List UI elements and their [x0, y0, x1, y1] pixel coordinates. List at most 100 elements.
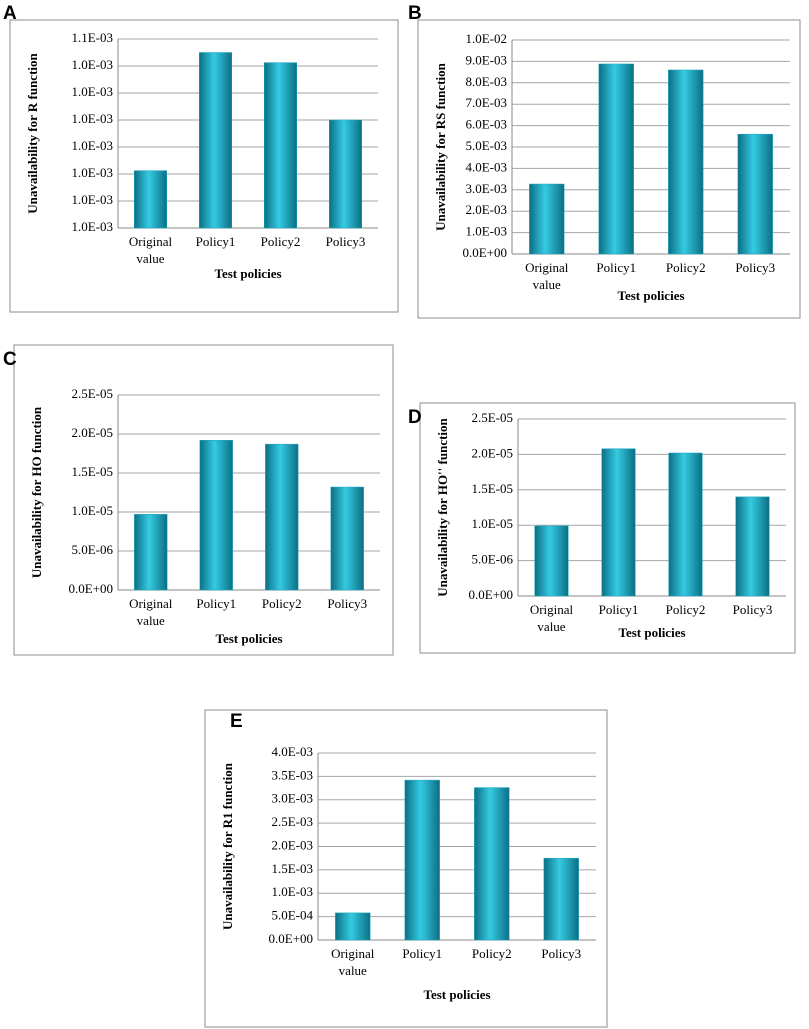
y-tick-label: 5.0E-06: [71, 542, 113, 557]
y-tick-label: 1.5E-03: [271, 861, 313, 876]
y-tick-label: 7.0E-03: [465, 95, 507, 110]
y-tick-label: 8.0E-03: [465, 74, 507, 89]
x-axis-label: Test policies: [215, 631, 282, 646]
x-tick-label: Policy3: [326, 234, 366, 249]
y-tick-label: 1.0E-03: [71, 165, 113, 180]
bar: [737, 133, 773, 255]
y-tick-label: 1.0E-03: [71, 57, 113, 72]
panel-frame: [204, 709, 608, 1028]
y-tick-label: 1.5E-05: [471, 481, 513, 496]
bar: [199, 439, 233, 591]
bar: [668, 69, 704, 255]
y-tick-label: 2.0E-05: [471, 445, 513, 460]
y-tick-label: 1.0E-02: [465, 31, 507, 46]
y-tick-label: 1.0E-03: [71, 219, 113, 234]
y-tick-label: 4.0E-03: [271, 744, 313, 759]
x-tick-label: Original value: [530, 602, 574, 634]
y-tick-label: 1.0E-05: [471, 516, 513, 531]
x-tick-label: Policy2: [261, 234, 301, 249]
y-tick-label: 1.0E-03: [465, 224, 507, 239]
bar: [404, 779, 440, 941]
y-tick-label: 1.0E-03: [71, 192, 113, 207]
y-tick-label: 3.5E-03: [271, 767, 313, 782]
panel-frame: [13, 344, 394, 656]
bar: [529, 183, 565, 255]
bar: [668, 452, 703, 597]
y-tick-label: 1.0E-03: [71, 84, 113, 99]
bar: [330, 486, 364, 591]
bar: [474, 787, 510, 941]
y-tick-label: 0.0E+00: [468, 587, 513, 602]
y-tick-label: 3.0E-03: [271, 791, 313, 806]
y-tick-label: 5.0E-06: [471, 552, 513, 567]
x-tick-label: Policy2: [666, 602, 706, 617]
x-tick-label: Policy2: [666, 260, 706, 275]
y-tick-label: 3.0E-03: [465, 181, 507, 196]
panel-label: A: [3, 3, 17, 24]
x-tick-label: Original value: [129, 234, 173, 266]
y-tick-label: 1.0E-05: [71, 503, 113, 518]
y-tick-label: 0.0E+00: [68, 581, 113, 596]
x-axis-label: Test policies: [214, 266, 281, 281]
bar: [199, 52, 232, 229]
y-tick-label: 1.0E-03: [271, 884, 313, 899]
y-tick-label: 1.5E-05: [71, 464, 113, 479]
y-tick-label: 1.0E-03: [71, 138, 113, 153]
x-tick-label: Policy3: [541, 946, 581, 961]
bar: [264, 62, 297, 229]
y-tick-label: 2.5E-05: [471, 410, 513, 425]
x-axis-label: Test policies: [618, 625, 685, 640]
y-tick-label: 1.1E-03: [71, 30, 113, 45]
bar: [598, 63, 634, 255]
y-axis-label: Unavailability for HO'' function: [435, 417, 450, 596]
y-tick-label: 5.0E-03: [465, 138, 507, 153]
panel-label: E: [230, 711, 243, 732]
bar: [601, 448, 636, 597]
y-tick-label: 1.0E-03: [71, 111, 113, 126]
x-axis-label: Test policies: [617, 288, 684, 303]
y-tick-label: 2.5E-05: [71, 386, 113, 401]
bar: [735, 496, 770, 597]
panel-label: B: [408, 3, 422, 24]
x-tick-label: Policy1: [196, 234, 236, 249]
panel-label: D: [408, 407, 422, 428]
y-tick-label: 9.0E-03: [465, 52, 507, 67]
bar: [534, 525, 569, 597]
x-tick-label: Original value: [129, 596, 173, 628]
x-tick-label: Policy3: [735, 260, 775, 275]
bar: [329, 119, 362, 229]
panel-label: C: [3, 349, 17, 370]
x-tick-label: Original value: [331, 946, 375, 978]
x-tick-label: Policy3: [733, 602, 773, 617]
y-tick-label: 2.0E-05: [71, 425, 113, 440]
y-tick-label: 6.0E-03: [465, 117, 507, 132]
y-tick-label: 5.0E-04: [271, 908, 313, 923]
bar: [543, 857, 579, 941]
bar: [265, 443, 299, 591]
bar: [335, 912, 371, 941]
y-axis-label: Unavailability for RS function: [433, 62, 448, 230]
x-tick-label: Policy2: [262, 596, 302, 611]
y-axis-label: Unavailability for HO function: [29, 406, 44, 578]
x-tick-label: Policy1: [402, 946, 442, 961]
x-tick-label: Policy1: [599, 602, 639, 617]
y-axis-label: Unavailability for R function: [25, 52, 40, 213]
bar: [134, 514, 168, 591]
y-tick-label: 0.0E+00: [268, 931, 313, 946]
x-tick-label: Policy1: [596, 260, 636, 275]
x-axis-label: Test policies: [423, 987, 490, 1002]
y-tick-label: 2.0E-03: [271, 837, 313, 852]
x-tick-label: Policy2: [472, 946, 512, 961]
panel-frame: [419, 402, 796, 654]
x-tick-label: Policy3: [327, 596, 367, 611]
y-tick-label: 2.0E-03: [465, 202, 507, 217]
y-tick-label: 0.0E+00: [462, 245, 507, 260]
panel-frame: [417, 19, 801, 319]
y-tick-label: 4.0E-03: [465, 159, 507, 174]
y-axis-label: Unavailability for R1 function: [220, 762, 235, 930]
bar: [134, 170, 167, 229]
x-tick-label: Original value: [525, 260, 569, 292]
x-tick-label: Policy1: [196, 596, 236, 611]
y-tick-label: 2.5E-03: [271, 814, 313, 829]
